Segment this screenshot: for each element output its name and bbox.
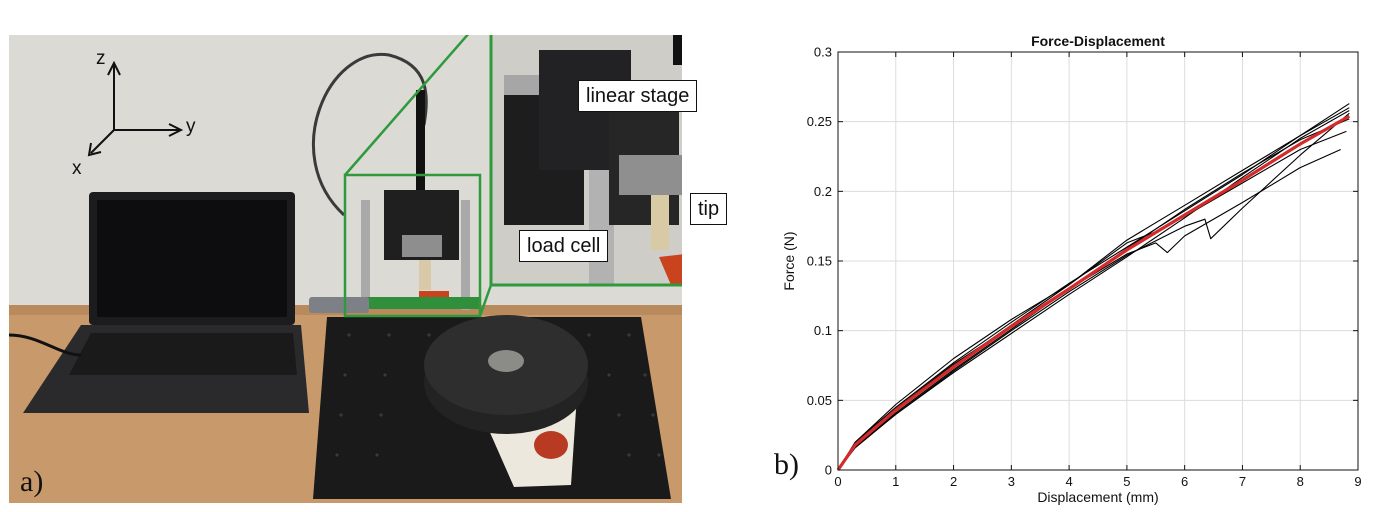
trial-force-curve-2 xyxy=(837,110,1350,471)
probe-rod xyxy=(416,90,425,200)
trial-force-curve-5 xyxy=(837,148,1341,471)
y-tick-label: 0.3 xyxy=(814,45,832,60)
setup-photo xyxy=(9,35,682,503)
y-tick-label: 0.05 xyxy=(807,393,832,408)
x-tick-label: 7 xyxy=(1239,474,1246,489)
y-tick-label: 0.1 xyxy=(814,323,832,338)
x-tick-label: 4 xyxy=(1065,474,1072,489)
x-tick-label: 6 xyxy=(1181,474,1188,489)
linear-stage-callout: linear stage xyxy=(578,80,698,112)
zoom-region xyxy=(343,173,482,318)
trial-force-curve-6 xyxy=(837,112,1350,471)
setup-photo-drawing xyxy=(9,35,682,503)
y-tick-label: 0 xyxy=(825,463,832,478)
force-displacement-chart: 0 1 2 3 4 5 6 7 8 9 0 0.05 0.1 0.15 0.2 0.25 0.3 Force-D… xyxy=(781,33,1362,505)
x-tick-label: 8 xyxy=(1297,474,1304,489)
trial-force-curve-3 xyxy=(837,118,1350,471)
specimen xyxy=(534,431,568,459)
x-tick-label: 9 xyxy=(1354,474,1361,489)
tip-callout: tip xyxy=(690,193,728,225)
y-tick-label: 0.2 xyxy=(814,184,832,199)
chart-ticks: 0 1 2 3 4 5 6 7 8 9 0 0.05 0.1 0.15 0.2 0.25 0.3 xyxy=(807,45,1362,490)
chart-grid xyxy=(837,51,1359,471)
coordinate-axes xyxy=(87,60,184,157)
zoom-frame xyxy=(489,35,682,287)
trial-force-curve-1 xyxy=(837,103,1350,471)
chart-title: Force-Displacement xyxy=(1031,33,1165,49)
y-tick-label: 0.15 xyxy=(807,254,832,269)
cable xyxy=(312,52,428,217)
trial-force-curve-7 xyxy=(837,107,1350,471)
panel-b-label: b) xyxy=(774,448,799,481)
load-cell-callout: load cell xyxy=(519,230,609,262)
x-tick-label: 1 xyxy=(892,474,899,489)
x-tick-label: 2 xyxy=(950,474,957,489)
y-tick-label: 0.25 xyxy=(807,114,832,129)
y-axis-label: Force (N) xyxy=(781,231,797,290)
axis-y-label: y xyxy=(186,116,196,137)
x-tick-label: 3 xyxy=(1008,474,1015,489)
x-tick-label: 5 xyxy=(1123,474,1130,489)
load-cell xyxy=(419,260,431,290)
x-tick-label: 0 xyxy=(834,474,841,489)
panel-a-label: a) xyxy=(20,465,44,498)
chart-series xyxy=(836,103,1351,471)
x-axis-label: Displacement (mm) xyxy=(1037,489,1158,505)
axis-z-label: z xyxy=(96,48,106,69)
axis-x-label: x xyxy=(72,158,82,179)
mean-force-curve xyxy=(836,114,1351,471)
